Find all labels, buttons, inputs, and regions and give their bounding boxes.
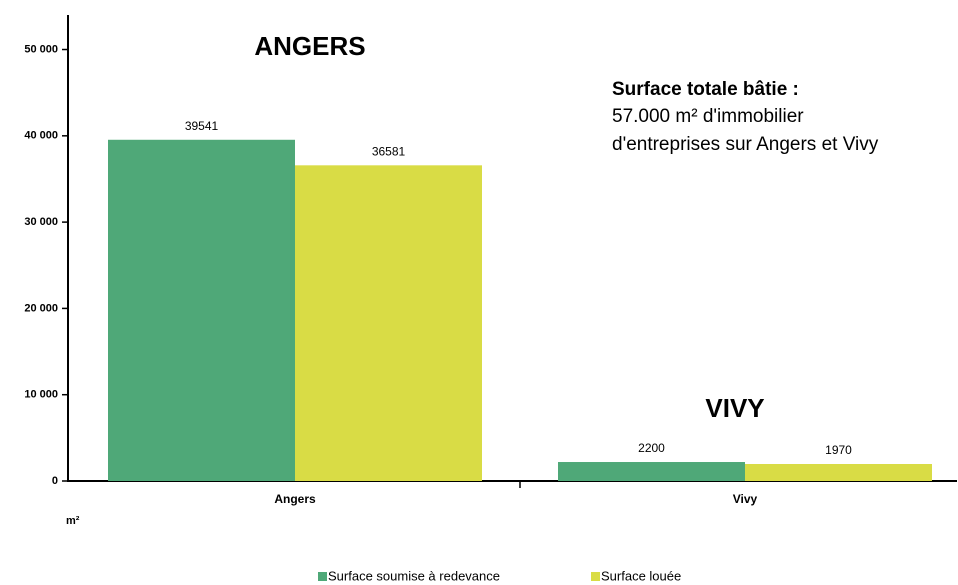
- y-tick-label: 0: [52, 475, 58, 487]
- bar: [745, 463, 932, 481]
- y-tick-label: 10 000: [24, 389, 58, 401]
- annotation: ANGERS: [254, 31, 365, 61]
- annotation: Surface totale bâtie :: [612, 79, 799, 100]
- annotation: 57.000 m² d'immobilier: [612, 106, 804, 127]
- data-label: 39541: [185, 119, 219, 133]
- annotation: d'entreprises sur Angers et Vivy: [612, 134, 879, 155]
- y-tick-label: 40 000: [24, 130, 58, 142]
- annotation: VIVY: [705, 393, 764, 423]
- data-label: 36581: [372, 144, 406, 158]
- data-label: 2200: [638, 441, 665, 455]
- bar: [295, 165, 482, 481]
- y-tick-label: 30 000: [24, 216, 58, 228]
- data-label: 1970: [825, 443, 852, 457]
- x-tick-label: Angers: [274, 492, 316, 506]
- bar: [558, 462, 745, 481]
- legend-label: Surface louée: [601, 568, 681, 583]
- legend-swatch: [318, 572, 327, 581]
- legend-swatch: [591, 572, 600, 581]
- legend-label: Surface soumise à redevance: [328, 568, 500, 583]
- bar: [108, 139, 295, 481]
- y-axis-label: m²: [66, 515, 80, 527]
- y-tick-label: 20 000: [24, 302, 58, 314]
- y-tick-label: 50 000: [24, 43, 58, 55]
- x-tick-label: Vivy: [733, 492, 758, 506]
